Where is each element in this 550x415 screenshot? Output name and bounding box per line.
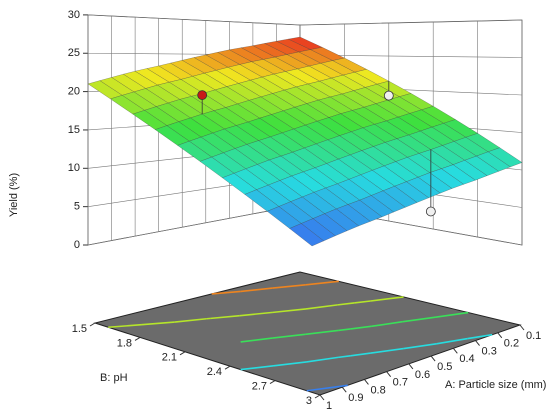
- x-tick: [342, 387, 346, 392]
- x-tick-label: 0.6: [415, 369, 430, 381]
- x-tick-label: 0.9: [348, 392, 363, 404]
- x-tick: [364, 379, 368, 384]
- y-tick-label: 3: [306, 395, 312, 407]
- x-tick-label: 0.2: [504, 338, 519, 350]
- design-point: [426, 207, 435, 216]
- y-tick-label: 1.5: [72, 323, 87, 335]
- x-tick: [387, 372, 391, 377]
- z-tick-label: 20: [68, 86, 80, 98]
- y-tick: [90, 323, 95, 326]
- y-tick: [135, 337, 140, 340]
- y-axis-title: B: pH: [100, 372, 128, 384]
- x-tick-label: 0.8: [370, 384, 385, 396]
- y-tick-label: 2.4: [207, 366, 222, 378]
- x-tick: [498, 333, 502, 338]
- z-axis-title: Yield (%): [8, 173, 20, 217]
- y-tick-label: 2.1: [162, 352, 177, 364]
- z-tick-label: 5: [74, 201, 80, 213]
- x-tick: [520, 325, 524, 330]
- x-tick-label: 1: [326, 400, 332, 410]
- y-tick: [315, 395, 320, 398]
- x-tick: [431, 356, 435, 361]
- contour-line: [340, 385, 348, 386]
- design-point: [198, 91, 207, 100]
- x-tick: [409, 364, 413, 369]
- x-axis-title: A: Particle size (mm): [445, 379, 546, 391]
- x-tick: [320, 395, 324, 400]
- y-tick-label: 2.7: [252, 381, 267, 393]
- y-tick-label: 1.8: [117, 337, 132, 349]
- x-tick-label: 0.1: [526, 330, 541, 342]
- y-tick: [180, 352, 185, 355]
- z-tick-label: 30: [68, 9, 80, 21]
- z-tick-label: 0: [74, 239, 80, 251]
- x-tick-label: 0.7: [393, 377, 408, 389]
- z-tick-label: 10: [68, 162, 80, 174]
- x-tick-label: 0.3: [482, 345, 497, 357]
- y-tick: [270, 381, 275, 384]
- x-tick: [453, 348, 457, 353]
- design-point: [384, 91, 393, 100]
- y-tick: [225, 366, 230, 369]
- z-tick-label: 25: [68, 47, 80, 59]
- x-tick-label: 0.5: [437, 361, 452, 373]
- x-tick-label: 0.4: [459, 353, 474, 365]
- z-tick-label: 15: [68, 124, 80, 136]
- x-tick: [476, 341, 480, 346]
